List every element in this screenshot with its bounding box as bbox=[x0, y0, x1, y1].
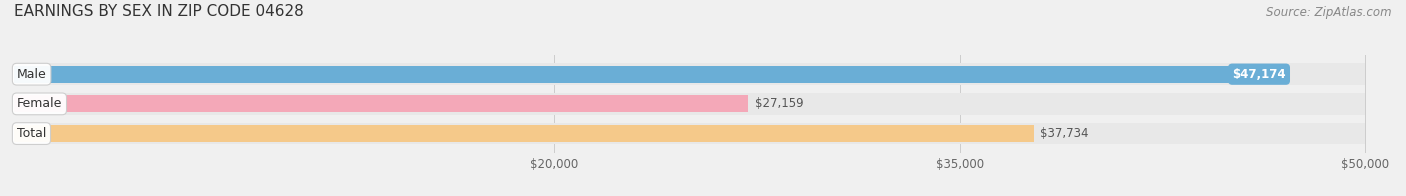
Bar bbox=[14, 93, 1365, 115]
Text: Total: Total bbox=[17, 127, 46, 140]
Text: $47,174: $47,174 bbox=[1232, 68, 1286, 81]
Text: EARNINGS BY SEX IN ZIP CODE 04628: EARNINGS BY SEX IN ZIP CODE 04628 bbox=[14, 4, 304, 19]
Bar bbox=[14, 64, 1365, 85]
Text: Female: Female bbox=[17, 97, 62, 110]
Bar bbox=[14, 125, 1033, 142]
Bar bbox=[14, 123, 1365, 144]
Text: Source: ZipAtlas.com: Source: ZipAtlas.com bbox=[1267, 6, 1392, 19]
Text: Male: Male bbox=[17, 68, 46, 81]
Text: $27,159: $27,159 bbox=[755, 97, 803, 110]
Bar bbox=[14, 95, 748, 113]
Text: $37,734: $37,734 bbox=[1040, 127, 1088, 140]
Bar bbox=[14, 66, 1288, 83]
